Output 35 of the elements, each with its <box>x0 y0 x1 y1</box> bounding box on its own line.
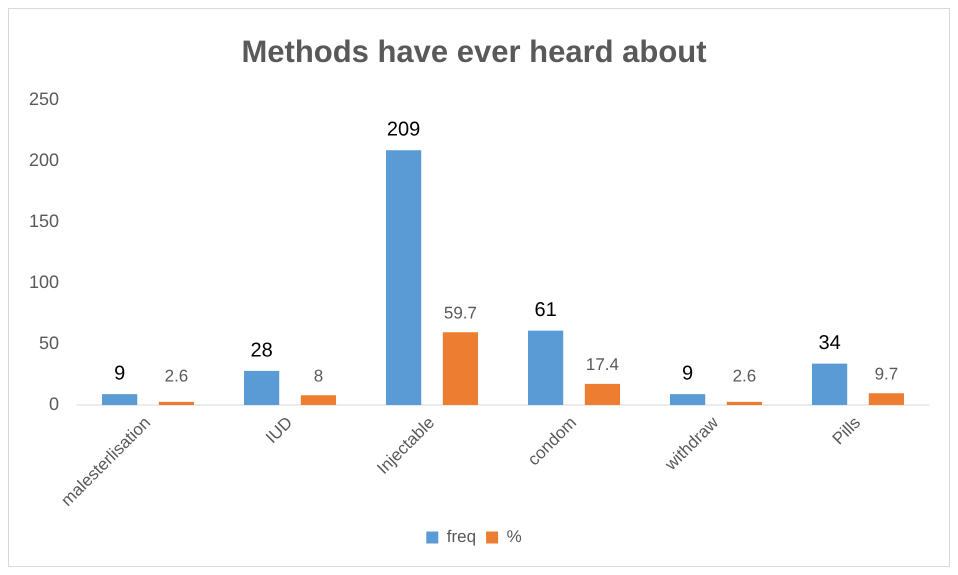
x-tick-label: IUD <box>262 412 296 448</box>
y-tick-label: 50 <box>39 333 60 354</box>
data-label: 9.7 <box>874 364 898 384</box>
y-tick-label: 0 <box>49 394 60 414</box>
data-label: 34 <box>818 332 841 354</box>
bar <box>244 370 280 406</box>
bar <box>812 364 848 406</box>
bar <box>528 330 564 406</box>
data-label: 8 <box>314 366 324 386</box>
chart-title: Methods have ever heard about <box>241 34 707 70</box>
legend-label: freq <box>446 527 476 546</box>
data-label: 2.6 <box>164 366 188 386</box>
y-tick-label: 150 <box>28 211 60 232</box>
legend-label: % <box>506 527 522 546</box>
bar <box>158 402 194 406</box>
x-tick-label: Pills <box>828 412 864 448</box>
data-label: 2.6 <box>732 366 756 386</box>
bar <box>300 395 336 406</box>
data-label: 9 <box>682 362 694 385</box>
bar <box>670 394 706 406</box>
bar <box>726 402 762 406</box>
bar <box>442 332 478 406</box>
data-label: 61 <box>534 299 557 322</box>
bar <box>868 393 904 406</box>
data-label: 17.4 <box>586 355 619 374</box>
data-label: 59.7 <box>444 303 477 322</box>
data-label: 209 <box>386 118 420 141</box>
y-tick-label: 250 <box>28 89 60 110</box>
y-tick-label: 100 <box>28 272 60 292</box>
data-label: 28 <box>250 339 273 362</box>
data-label: 9 <box>114 362 126 385</box>
bar <box>584 384 620 406</box>
y-tick-label: 200 <box>28 150 60 170</box>
bar <box>386 150 422 406</box>
bar <box>102 394 138 406</box>
